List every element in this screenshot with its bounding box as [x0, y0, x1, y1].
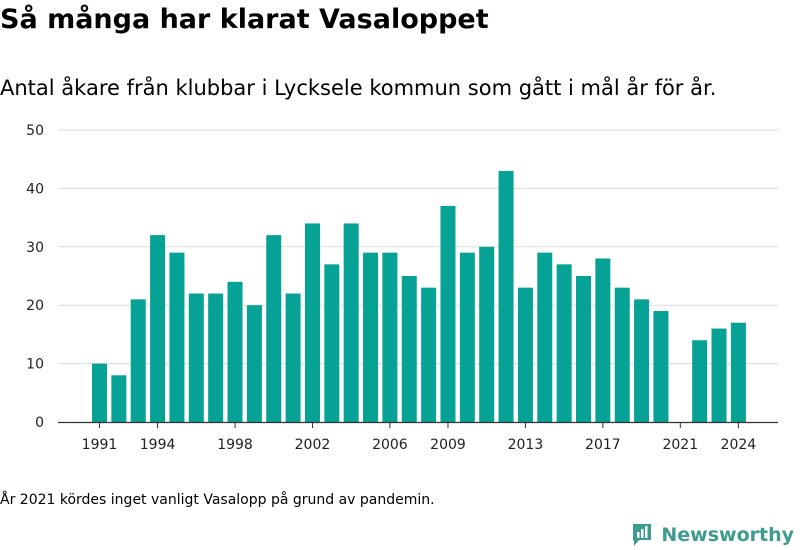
- y-tick-label: 10: [26, 357, 44, 373]
- bar-1991: [92, 363, 107, 422]
- brand-name: Newsworthy: [661, 524, 794, 546]
- x-tick-label: 1991: [82, 437, 118, 453]
- bar-2001: [285, 293, 301, 422]
- bar-2014: [537, 252, 553, 422]
- x-tick-label: 2024: [721, 437, 757, 453]
- x-tick-label: 1994: [140, 437, 176, 453]
- bar-2020: [653, 311, 669, 422]
- y-tick-label: 0: [35, 415, 44, 431]
- bar-2006: [382, 252, 398, 422]
- bar-2010: [459, 252, 475, 422]
- bar-2019: [634, 299, 650, 422]
- bar-2000: [266, 235, 282, 422]
- bar-2018: [614, 287, 630, 422]
- x-tick-label: 2017: [585, 437, 621, 453]
- chart-title: Så många har klarat Vasaloppet: [0, 4, 489, 35]
- y-tick-label: 20: [26, 298, 44, 314]
- bar-2016: [576, 276, 591, 422]
- bar-1996: [188, 293, 204, 422]
- bar-2005: [363, 252, 379, 422]
- bar-1997: [208, 293, 224, 422]
- chart-subtitle: Antal åkare från klubbar i Lycksele komm…: [0, 76, 717, 100]
- y-tick-label: 30: [26, 240, 44, 256]
- x-tick-label: 2009: [430, 437, 466, 453]
- x-tick-label: 2021: [662, 437, 698, 453]
- bar-1994: [150, 235, 166, 422]
- bar-1992: [111, 375, 127, 422]
- bar-2011: [479, 246, 495, 422]
- bar-2003: [324, 264, 340, 422]
- bar-2007: [401, 276, 417, 422]
- bar-chart-logo-icon: [633, 524, 652, 546]
- bar-2022: [692, 340, 708, 422]
- y-tick-label: 50: [26, 123, 44, 139]
- y-tick-label: 40: [26, 181, 44, 197]
- x-tick-label: 2002: [295, 437, 331, 453]
- bar-2024: [730, 322, 746, 422]
- bar-2009: [440, 205, 456, 422]
- bar-1993: [130, 299, 146, 422]
- bar-2002: [304, 223, 320, 422]
- bar-2013: [517, 287, 533, 422]
- bar-2012: [498, 170, 514, 422]
- x-tick-label: 2013: [508, 437, 544, 453]
- brand-logo: Newsworthy: [631, 520, 794, 550]
- bar-2008: [421, 287, 437, 422]
- x-tick-label: 1998: [217, 437, 253, 453]
- bar-1998: [227, 281, 243, 422]
- bar-chart: 0 10 20 30 40 50 1991 1994 1998 2002 2006 2009 2013 2…: [26, 123, 778, 453]
- chart-footnote: År 2021 kördes inget vanligt Vasalopp på…: [0, 492, 435, 508]
- bar-2004: [343, 223, 359, 422]
- bar-1995: [169, 252, 185, 422]
- bar-2023: [711, 328, 727, 422]
- x-tick-label: 2006: [372, 437, 408, 453]
- bar-1999: [246, 305, 262, 422]
- bar-2015: [556, 264, 572, 422]
- bar-2017: [595, 258, 611, 422]
